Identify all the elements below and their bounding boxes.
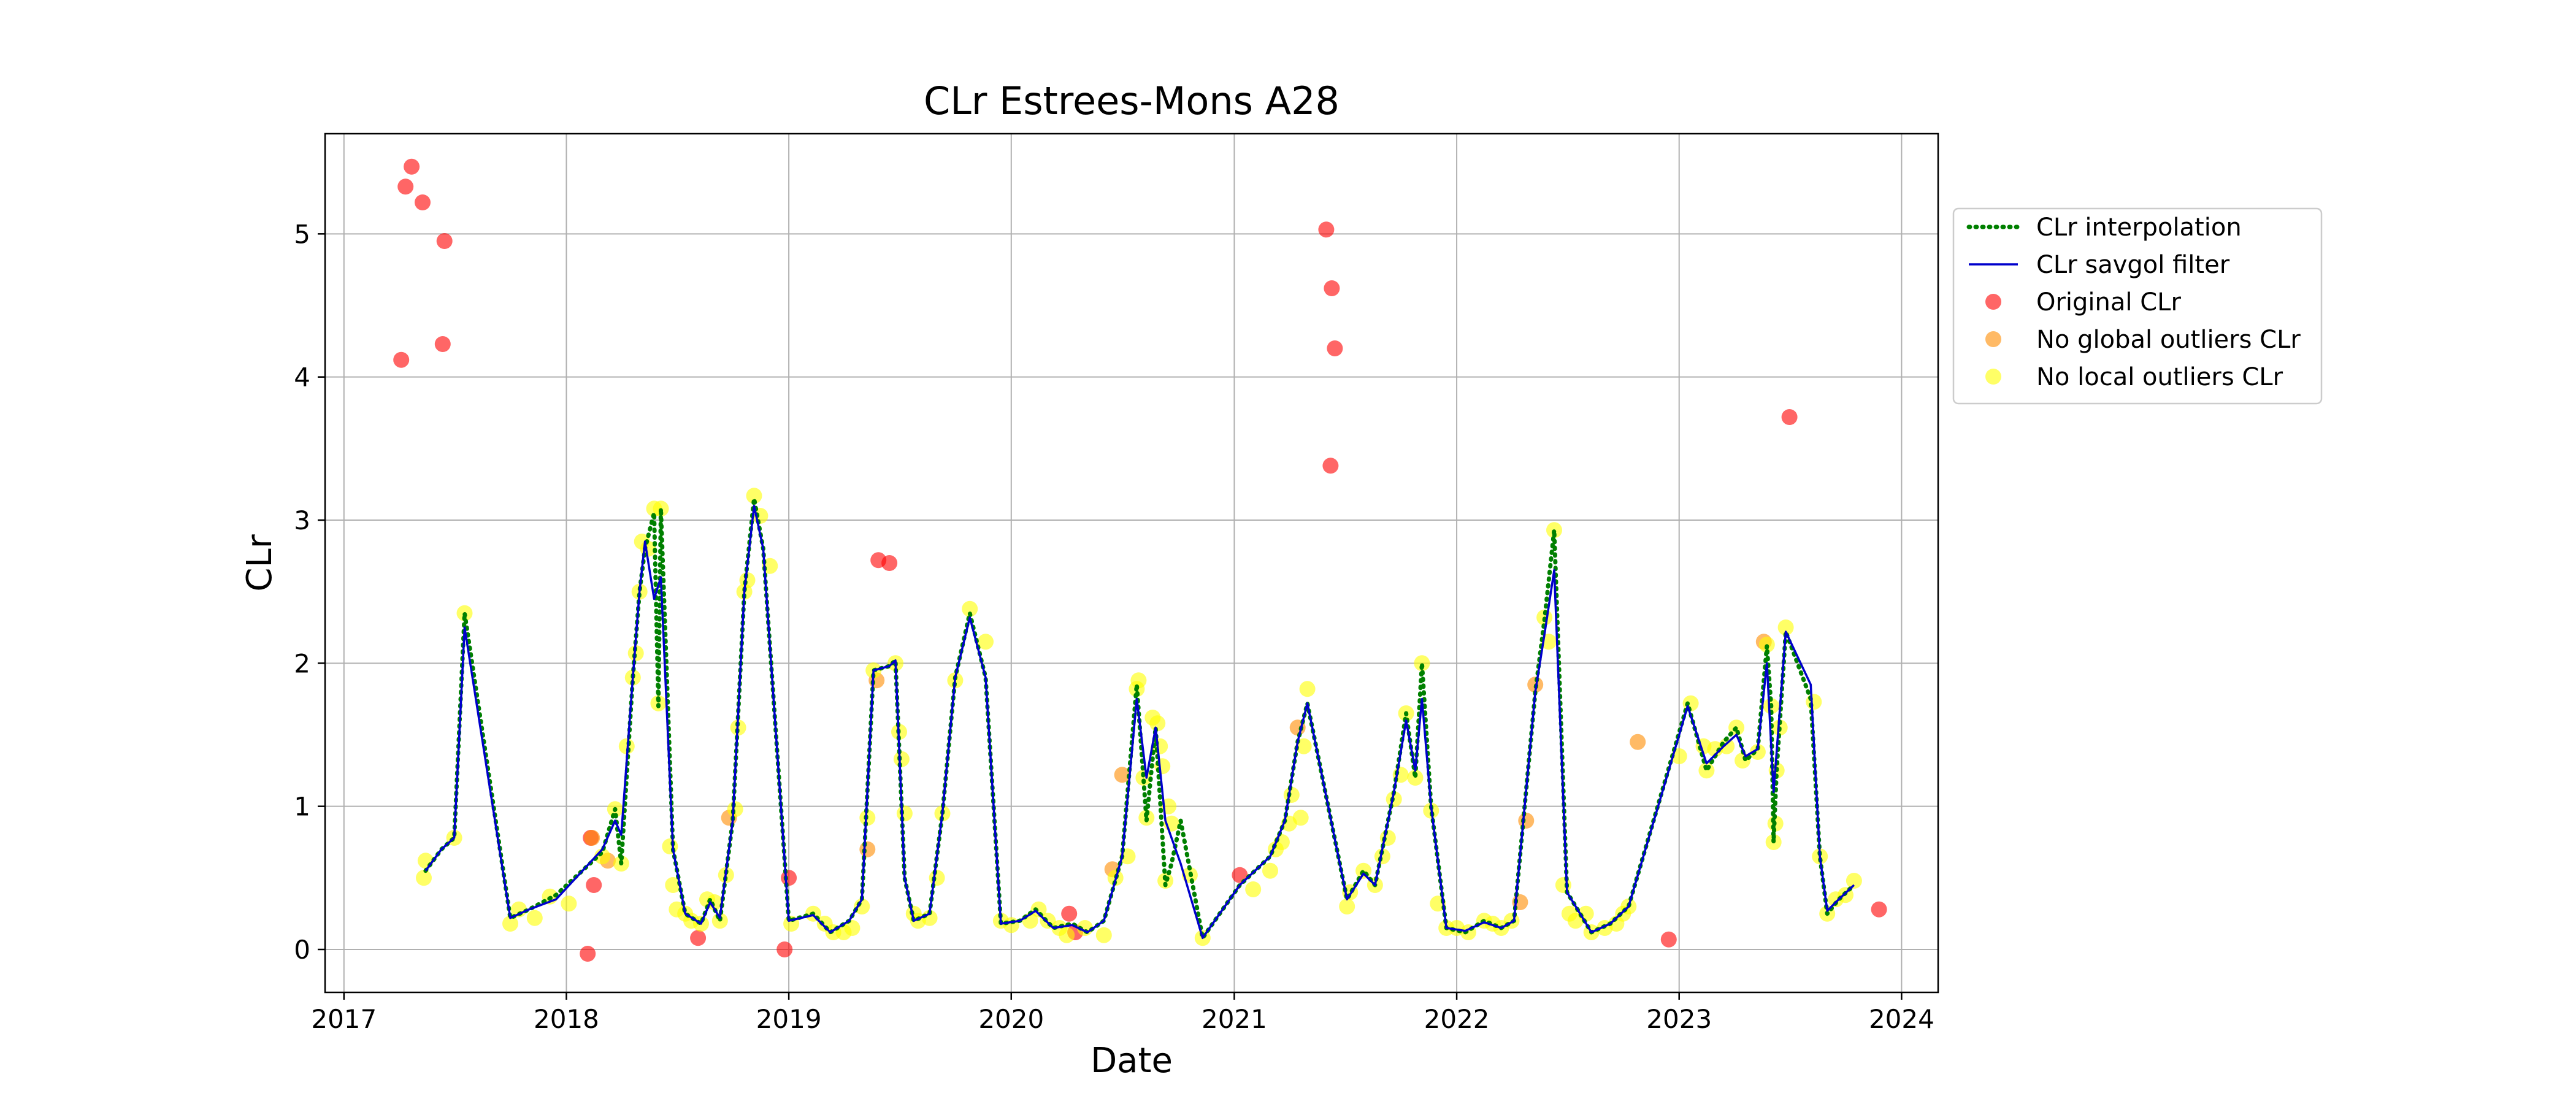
x-tick-label: 2024 bbox=[1869, 1004, 1934, 1034]
x-axis-ticks: 2017 2018 2019 2020 2021 2022 2023 2024 bbox=[311, 992, 1934, 1034]
x-tick-label: 2019 bbox=[756, 1004, 822, 1034]
no-local-outliers-clr-point bbox=[1846, 873, 1862, 889]
original-clr-point bbox=[1061, 905, 1078, 922]
original-clr-point bbox=[415, 194, 431, 210]
y-tick-label: 2 bbox=[294, 648, 310, 678]
y-tick-label: 3 bbox=[294, 505, 310, 535]
legend-swatch bbox=[1985, 294, 2001, 310]
no-global-outliers-clr-point bbox=[1518, 813, 1535, 829]
legend-label: No global outliers CLr bbox=[2036, 326, 2301, 354]
original-clr-point bbox=[1660, 931, 1677, 948]
legend-item-clr-interpolation: CLr interpolation bbox=[1966, 213, 2242, 242]
x-tick-label: 2023 bbox=[1646, 1004, 1712, 1034]
no-local-outliers-clr-point bbox=[1806, 694, 1822, 710]
no-local-outliers-clr-point bbox=[627, 645, 644, 661]
original-clr-point bbox=[690, 930, 707, 946]
x-tick-label: 2018 bbox=[534, 1004, 599, 1034]
no-local-outliers-clr-point bbox=[416, 870, 432, 886]
no-local-outliers-clr-point bbox=[978, 634, 994, 650]
original-clr-point bbox=[580, 946, 596, 962]
no-local-outliers-clr-point bbox=[746, 488, 762, 504]
x-axis-label: Date bbox=[1091, 1041, 1173, 1081]
clr-savgol-filter-series bbox=[424, 504, 1855, 940]
original-clr-point bbox=[781, 870, 797, 886]
plot-background bbox=[325, 134, 1938, 992]
original-clr-point bbox=[776, 941, 793, 957]
no-local-outliers-clr-point bbox=[1777, 619, 1794, 635]
no-global-outliers-clr-point bbox=[584, 830, 600, 846]
no-local-outliers-clr-point bbox=[1407, 770, 1424, 786]
no-local-outliers-clr-point bbox=[962, 600, 978, 617]
no-local-outliers-clr-point bbox=[1130, 672, 1147, 689]
original-clr-point bbox=[1871, 901, 1887, 918]
x-tick-label: 2017 bbox=[311, 1004, 377, 1034]
no-local-outliers-clr-point bbox=[1299, 681, 1316, 697]
no-local-outliers-clr-point bbox=[1414, 655, 1430, 672]
no-local-outliers-clr-point bbox=[1295, 738, 1312, 754]
no-local-outliers-clr-point bbox=[1095, 927, 1112, 943]
y-axis-label: CLr bbox=[240, 534, 280, 591]
no-local-outliers-clr-point bbox=[662, 838, 678, 854]
original-clr-point bbox=[586, 877, 602, 893]
original-clr-point bbox=[1322, 458, 1339, 474]
legend-label: Original CLr bbox=[2036, 288, 2181, 316]
x-tick-label: 2022 bbox=[1424, 1004, 1490, 1034]
legend: CLr interpolation CLr savgol filter Origin… bbox=[1952, 207, 2323, 405]
no-local-outliers-clr-point bbox=[1749, 744, 1766, 760]
plot-frame bbox=[324, 132, 1939, 994]
no-global-outliers-clr-point bbox=[1630, 734, 1646, 750]
original-clr-point bbox=[404, 158, 420, 175]
original-clr-point bbox=[397, 178, 414, 195]
no-global-outliers-clr-point bbox=[1114, 767, 1130, 783]
no-local-outliers-clr-point bbox=[1030, 901, 1047, 918]
legend-label: CLr interpolation bbox=[2036, 213, 2242, 242]
no-local-outliers-clr-point bbox=[1698, 762, 1715, 779]
legend-swatch bbox=[1985, 331, 2001, 347]
no-local-outliers-clr-point bbox=[844, 920, 861, 936]
y-tick-label: 0 bbox=[294, 935, 310, 965]
legend-item-clr-savgol-filter: CLr savgol filter bbox=[1969, 251, 2230, 279]
no-local-outliers-clr-point bbox=[1245, 881, 1262, 897]
no-local-outliers-clr-point bbox=[1059, 927, 1075, 943]
no-local-outliers-clr-point bbox=[896, 805, 913, 822]
original-clr-point bbox=[393, 351, 410, 368]
original-clr-point bbox=[1781, 409, 1798, 425]
no-local-outliers-clr-point bbox=[665, 877, 681, 893]
no-local-outliers-clr-point bbox=[1292, 810, 1309, 826]
series-layer bbox=[393, 158, 1887, 962]
y-axis-ticks: 0 1 2 3 4 5 bbox=[294, 219, 325, 965]
no-local-outliers-clr-point bbox=[561, 895, 577, 912]
clr-savgol-filter-line bbox=[424, 504, 1855, 940]
original-clr-point bbox=[436, 233, 453, 249]
original-clr-point bbox=[1327, 340, 1343, 356]
original-clr-point bbox=[1318, 221, 1335, 238]
no-local-outliers-clr-point bbox=[1262, 862, 1278, 879]
x-tick-label: 2021 bbox=[1202, 1004, 1267, 1034]
legend-label: CLr savgol filter bbox=[2036, 251, 2230, 279]
original-clr-point bbox=[434, 336, 451, 352]
legend-item-no-local-outliers-clr: No local outliers CLr bbox=[1985, 363, 2283, 391]
y-tick-label: 4 bbox=[294, 362, 310, 393]
y-tick-label: 1 bbox=[294, 792, 310, 822]
x-tick-label: 2020 bbox=[978, 1004, 1044, 1034]
legend-box bbox=[1952, 207, 2323, 405]
legend-item-no-global-outliers-clr: No global outliers CLr bbox=[1985, 326, 2301, 354]
no-local-outliers-clr-series bbox=[416, 488, 1862, 946]
no-local-outliers-clr-point bbox=[1339, 899, 1355, 914]
legend-item-original-clr: Original CLr bbox=[1985, 288, 2181, 316]
no-global-outliers-clr-point bbox=[859, 841, 876, 857]
legend-swatch bbox=[1985, 369, 2001, 385]
original-clr-point bbox=[1324, 280, 1340, 296]
original-clr-series bbox=[393, 158, 1887, 962]
y-tick-label: 5 bbox=[294, 219, 310, 249]
original-clr-point bbox=[881, 555, 898, 571]
legend-label: No local outliers CLr bbox=[2036, 363, 2283, 391]
no-local-outliers-clr-point bbox=[526, 910, 543, 926]
chart-title: CLr Estrees-Mons A28 bbox=[924, 79, 1340, 123]
no-local-outliers-clr-point bbox=[1149, 715, 1166, 732]
no-local-outliers-clr-point bbox=[502, 916, 518, 932]
